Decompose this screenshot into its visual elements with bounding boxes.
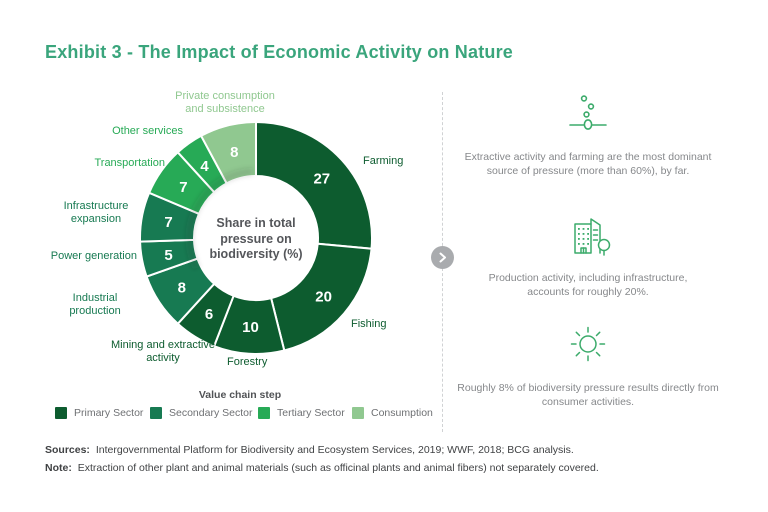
legend-item-consumption: Consumption (352, 406, 433, 419)
chart-label-power-generation: Power generation (50, 250, 137, 262)
chart-label-infrastructure-expansion: Infrastructure expansion (63, 200, 129, 225)
slice-value-other-services: 4 (200, 158, 209, 175)
slice-value-farming: 27 (313, 170, 330, 187)
note-line: Note: Extraction of other plant and anim… (45, 462, 599, 474)
legend-title: Value chain step (198, 389, 282, 401)
slice-value-industrial-production: 8 (178, 280, 186, 297)
slice-value-mining-and-extractive-activity: 6 (205, 306, 213, 323)
slice-value-infrastructure-expansion: 7 (164, 214, 172, 231)
insight-consumer: Roughly 8% of biodiversity pressure resu… (448, 319, 728, 409)
slice-value-power-generation: 5 (164, 247, 172, 264)
legend-label: Secondary Sector (169, 406, 253, 419)
donut-center-label: Share in total pressure on biodiversity … (209, 216, 303, 262)
donut-slice-farming (255, 120, 373, 250)
insight-extractive: Extractive activity and farming are the … (448, 94, 728, 178)
chart-label-forestry: Forestry (227, 356, 268, 368)
donut-chart: 27 20 10 6 8 5 7 7 4 8 (139, 120, 373, 355)
inner-shadow (185, 167, 253, 271)
legend-swatch (258, 406, 270, 419)
chart-label-industrial-production: Industrial production (69, 292, 121, 317)
sources-text: Intergovernmental Platform for Biodivers… (95, 444, 574, 456)
legend-swatch (55, 406, 67, 419)
chart-label-other-services: Other services (112, 125, 183, 137)
legend-label: Primary Sector (74, 406, 144, 419)
legend-swatch (150, 406, 162, 419)
slice-value-private-consumption-and-subsistence: 8 (230, 144, 238, 161)
insight-text: Production activity, including infrastru… (488, 272, 688, 299)
sun-icon (570, 326, 606, 362)
insight-text: Roughly 8% of biodiversity pressure resu… (457, 382, 719, 409)
sources-label: Sources: (45, 444, 90, 456)
slice-value-fishing: 20 (315, 288, 332, 305)
note-label: Note: (45, 462, 72, 474)
legend-item-primary-sector: Primary Sector (55, 406, 143, 419)
chart-label-private-consumption-and-subsistence: Private consumption and subsistence (175, 90, 275, 115)
chevron-right-icon (439, 252, 446, 263)
legend-item-tertiary-sector: Tertiary Sector (258, 406, 345, 419)
chart-label-transportation: Transportation (94, 157, 165, 169)
exhibit-title: Exhibit 3 - The Impact of Economic Activ… (45, 42, 514, 62)
legend-swatch (352, 406, 364, 419)
seeding-icon (569, 95, 607, 130)
insight-text: Extractive activity and farming are the … (464, 151, 712, 178)
chart-label-mining-and-extractive-activity: Mining and extractive activity (111, 339, 215, 364)
legend-label: Tertiary Sector (277, 406, 345, 419)
legend-item-secondary-sector: Secondary Sector (150, 406, 252, 419)
legend-label: Consumption (371, 406, 433, 419)
chart-label-fishing: Fishing (351, 318, 387, 330)
sources-line: Sources: Intergovernmental Platform for … (45, 444, 574, 456)
next-button[interactable] (431, 246, 454, 269)
slice-value-transportation: 7 (179, 179, 187, 196)
slice-value-forestry: 10 (242, 319, 259, 336)
chart-label-farming: Farming (363, 155, 404, 167)
insight-production: Production activity, including infrastru… (448, 211, 728, 299)
note-text: Extraction of other plant and animal mat… (77, 462, 599, 474)
donut-slice-private-consumption-and-subsistence (199, 120, 257, 185)
buildings-icon (574, 218, 611, 256)
